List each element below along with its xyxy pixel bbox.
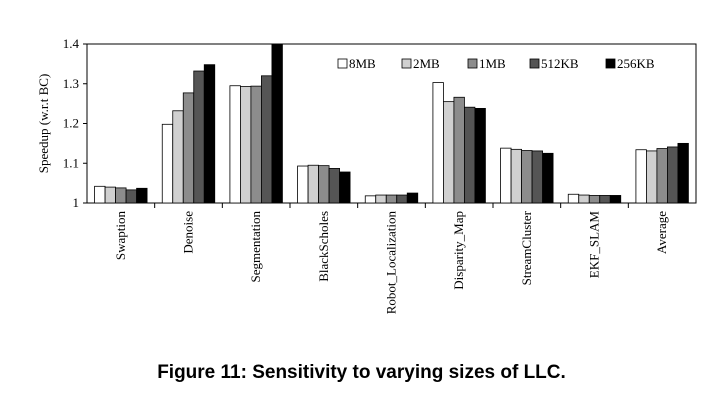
bar xyxy=(115,187,127,204)
y-tick-label: 1.4 xyxy=(63,36,80,51)
bar xyxy=(307,164,319,204)
legend-swatch xyxy=(401,58,412,69)
legend-label: 8MB xyxy=(349,56,376,71)
legend-label: 1MB xyxy=(479,56,506,71)
bar xyxy=(531,150,543,204)
bar xyxy=(542,152,554,204)
y-tick-label: 1.3 xyxy=(63,76,79,91)
bar xyxy=(94,185,106,204)
bar xyxy=(161,123,174,204)
x-tick-label: EKF_SLAM xyxy=(587,211,602,279)
legend-label: 512KB xyxy=(541,56,579,71)
bar xyxy=(375,194,387,204)
bar xyxy=(578,194,590,204)
y-tick-label: 1 xyxy=(73,195,80,210)
x-tick-label: Swaption xyxy=(113,211,128,261)
bar xyxy=(677,142,689,204)
bar xyxy=(240,86,252,204)
x-tick-label: Disparity_Map xyxy=(451,211,466,290)
bar xyxy=(443,101,455,204)
bar xyxy=(510,148,522,204)
bar xyxy=(203,64,216,204)
bar-chart: 1 1.1 1.2 1.3 1.4 Speedup (w.r.t BC) Swaption D… xyxy=(36,36,697,315)
bar xyxy=(261,75,273,204)
bar xyxy=(453,96,465,204)
bar xyxy=(271,43,283,204)
bar xyxy=(328,168,340,204)
legend-label: 256KB xyxy=(617,56,655,71)
bar xyxy=(396,194,408,204)
bar xyxy=(125,189,137,204)
legend-swatch xyxy=(467,58,478,69)
bar xyxy=(500,147,512,204)
bar xyxy=(609,195,622,204)
y-tick-label: 1.1 xyxy=(63,155,79,170)
bar xyxy=(250,85,262,204)
bar xyxy=(297,165,309,204)
bar xyxy=(635,149,647,204)
bar xyxy=(464,106,476,204)
bar xyxy=(136,187,148,204)
figure-caption: Figure 11: Sensitivity to varying sizes … xyxy=(157,362,566,383)
bar xyxy=(521,150,533,204)
bar xyxy=(406,192,419,204)
bar xyxy=(318,165,330,204)
y-tick-label: 1.2 xyxy=(63,116,79,131)
bar xyxy=(667,146,679,204)
bar xyxy=(104,186,116,204)
x-tick-label: BlackScholes xyxy=(316,211,331,282)
bar xyxy=(182,92,195,204)
x-tick-label: Robot_Localization xyxy=(384,211,399,315)
bar xyxy=(432,82,444,204)
bar xyxy=(588,195,601,204)
bar xyxy=(567,193,580,204)
bar xyxy=(474,107,486,204)
bar xyxy=(385,194,398,204)
bar xyxy=(646,150,658,204)
legend-label: 2MB xyxy=(413,56,440,71)
bar xyxy=(656,148,668,204)
bar xyxy=(599,195,611,204)
bar xyxy=(172,110,184,204)
legend-swatch xyxy=(605,58,616,69)
legend-swatch xyxy=(337,58,348,69)
bar xyxy=(193,70,205,204)
bar xyxy=(229,85,241,204)
x-tick-label: Average xyxy=(654,211,669,254)
x-tick-label: Denoise xyxy=(181,211,196,254)
legend-swatch xyxy=(529,58,540,69)
bar xyxy=(364,195,377,204)
bar xyxy=(339,171,351,204)
x-tick-label: Segmentation xyxy=(248,211,263,283)
y-axis-label: Speedup (w.r.t BC) xyxy=(36,74,51,174)
x-tick-label: StreamCluster xyxy=(519,210,534,285)
